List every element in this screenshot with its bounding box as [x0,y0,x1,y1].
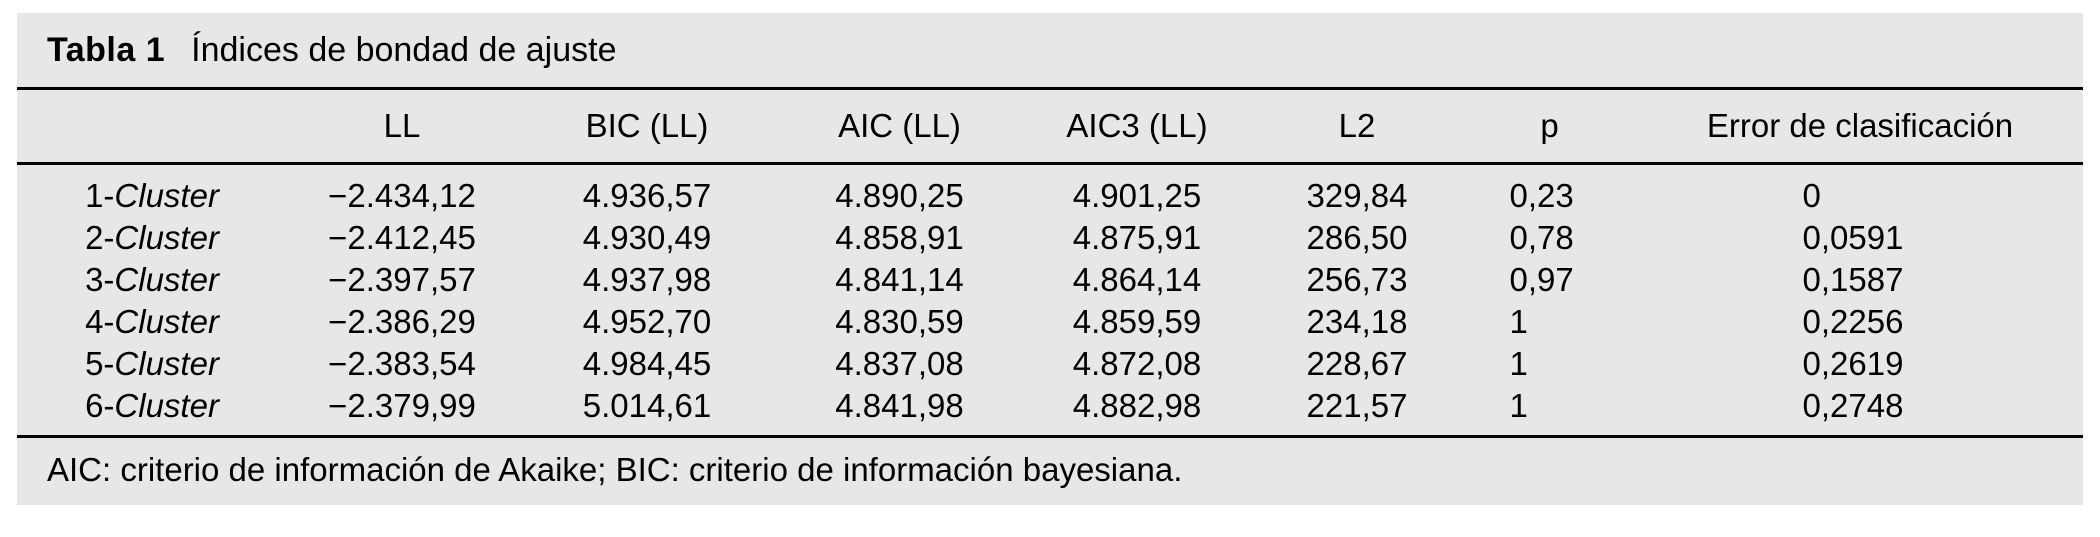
cell-aic3: 4.901,25 [1072,177,1202,214]
classification-error-value: 0,2256 [1802,303,1904,340]
cell-ll: −2.397,57 [328,261,476,298]
cell-aic3: 4.864,14 [1072,261,1202,298]
classification-error-value: 0,0591 [1802,219,1904,256]
table-row: 3-Cluster −2.397,57 4.937,98 4.841,14 4.… [17,259,2083,301]
cluster-number: 5- [85,345,115,382]
cell-aic: 4.858,91 [835,219,964,256]
cell-l2: 329,84 [1306,177,1408,214]
cluster-word: Cluster [114,303,219,340]
table-title-text: Índices de bondad de ajuste [191,30,617,69]
cell-ll: −2.386,29 [328,303,476,340]
table-footnote: AIC: criterio de información de Akaike; … [47,451,1183,488]
cell-p: 1 [1462,343,1637,385]
cell-l2: 256,73 [1306,261,1408,298]
column-header-l2: L2 [1252,90,1462,165]
cell-aic: 4.841,14 [835,261,964,298]
table-number-label: Tabla 1 [47,30,166,69]
table-row: 4-Cluster −2.386,29 4.952,70 4.830,59 4.… [17,301,2083,343]
classification-error-value: 0,2619 [1802,345,1904,382]
cell-aic3: 4.875,91 [1072,219,1202,256]
cell-model: 5-Cluster [17,343,287,385]
cell-ll: −2.412,45 [328,219,476,256]
cell-model: 6-Cluster [17,385,287,438]
cell-classification-error: 0 [1637,164,2083,218]
cell-bic: 4.930,49 [582,219,712,256]
p-value: 0,23 [1509,177,1574,214]
table-title: Tabla 1 Índices de bondad de ajuste [17,13,2083,90]
cell-bic: 5.014,61 [517,385,777,438]
p-value: 1 [1509,303,1528,340]
column-header-aic: AIC (LL) [777,90,1022,165]
cluster-word: Cluster [114,261,219,298]
cell-l2: 228,67 [1306,345,1408,382]
cluster-word: Cluster [114,387,219,424]
cell-aic3: 4.859,59 [1072,303,1202,340]
p-value: 0,78 [1509,219,1574,256]
cell-l2: 221,57 [1252,385,1462,438]
column-header-model [17,90,287,165]
cell-classification-error: 0,1587 [1637,259,2083,301]
goodness-of-fit-table-card: Tabla 1 Índices de bondad de ajuste LL B… [17,13,2083,505]
cluster-word: Cluster [114,345,219,382]
cell-p: 0,78 [1462,217,1637,259]
cell-p: 1 [1462,301,1637,343]
cell-p: 0,23 [1462,164,1637,218]
cell-model: 4-Cluster [17,301,287,343]
column-header-bic: BIC (LL) [517,90,777,165]
table-row: 5-Cluster −2.383,54 4.984,45 4.837,08 4.… [17,343,2083,385]
classification-error-value: 0 [1802,177,1821,214]
cluster-number: 4- [85,303,115,340]
cell-bic: 4.952,70 [582,303,712,340]
cluster-word: Cluster [114,219,219,256]
goodness-of-fit-table: LL BIC (LL) AIC (LL) AIC3 (LL) L2 p Erro… [17,90,2083,438]
cluster-number: 3- [85,261,115,298]
cell-aic3: 4.882,98 [1022,385,1252,438]
cluster-number: 6- [85,387,115,424]
cell-model: 3-Cluster [17,259,287,301]
column-header-aic3: AIC3 (LL) [1022,90,1252,165]
cell-classification-error: 0,2256 [1637,301,2083,343]
cell-aic: 4.837,08 [835,345,964,382]
cell-bic: 4.937,98 [582,261,712,298]
cell-aic: 4.830,59 [835,303,964,340]
p-value: 1 [1509,345,1528,382]
table-row: 6-Cluster −2.379,99 5.014,61 4.841,98 4.… [17,385,2083,438]
cell-aic3: 4.872,08 [1072,345,1202,382]
cluster-number: 1- [85,177,115,214]
cluster-number: 2- [85,219,115,256]
cell-aic: 4.841,98 [777,385,1022,438]
p-value: 1 [1509,387,1528,424]
cell-p: 1 [1462,385,1637,438]
cell-classification-error: 0,0591 [1637,217,2083,259]
cell-model: 1-Cluster [17,164,287,218]
cell-ll: −2.379,99 [287,385,517,438]
cell-bic: 4.936,57 [582,177,712,214]
cell-ll: −2.383,54 [328,345,476,382]
header-row: LL BIC (LL) AIC (LL) AIC3 (LL) L2 p Erro… [17,90,2083,165]
cell-model: 2-Cluster [17,217,287,259]
classification-error-value: 0,1587 [1802,261,1904,298]
cell-p: 0,97 [1462,259,1637,301]
table-row: 2-Cluster −2.412,45 4.930,49 4.858,91 4.… [17,217,2083,259]
cell-l2: 234,18 [1306,303,1408,340]
cell-classification-error: 0,2619 [1637,343,2083,385]
table-row: 1-Cluster −2.434,12 4.936,57 4.890,25 4.… [17,164,2083,218]
cluster-word: Cluster [114,177,219,214]
column-header-p: p [1462,90,1637,165]
cell-aic: 4.890,25 [835,177,964,214]
cell-ll: −2.434,12 [328,177,476,214]
classification-error-value: 0,2748 [1802,387,1904,424]
p-value: 0,97 [1509,261,1574,298]
cell-l2: 286,50 [1306,219,1408,256]
cell-classification-error: 0,2748 [1637,385,2083,438]
column-header-classification-error: Error de clasificación [1637,90,2083,165]
cell-bic: 4.984,45 [582,345,712,382]
column-header-ll: LL [287,90,517,165]
